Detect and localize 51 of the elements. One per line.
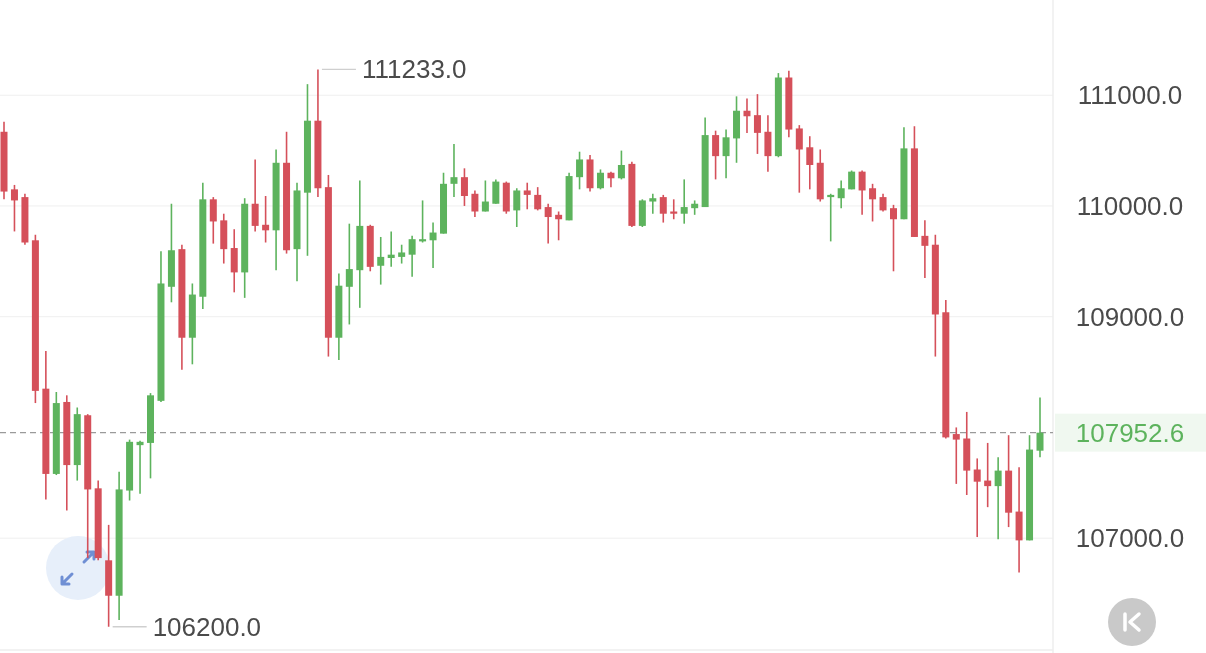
candlestick (596, 168, 604, 191)
candlestick (984, 442, 992, 508)
candlestick (555, 210, 563, 242)
y-tick-label: 110000.0 (1076, 190, 1184, 221)
candlestick (398, 243, 406, 265)
candlestick (481, 179, 489, 213)
ref-line-label: 107952.6 (1075, 417, 1185, 448)
candlestick (952, 426, 960, 485)
candlestick (753, 93, 761, 155)
candlestick (795, 124, 803, 194)
candlestick (576, 150, 584, 191)
y-tick-label: 107000.0 (1075, 523, 1185, 554)
candlestick (680, 178, 688, 225)
candlestick (994, 456, 1002, 541)
candlestick (712, 129, 720, 181)
candlestick (262, 195, 270, 244)
candlestick (670, 198, 678, 221)
candlestick (617, 149, 625, 181)
candlestick (973, 457, 981, 538)
candlestick (460, 167, 468, 207)
candlestick (10, 184, 18, 233)
candlestick (921, 219, 929, 279)
candlestick (649, 192, 657, 215)
candlestick (471, 189, 479, 218)
candlestick (450, 143, 458, 198)
annotation: 106200.0 (152, 611, 262, 642)
candlestick (136, 439, 144, 495)
y-tick-label: 109000.0 (1075, 301, 1185, 332)
candlestick (858, 169, 866, 216)
candlestick (492, 178, 500, 205)
candlestick (722, 128, 730, 180)
candlestick (513, 187, 521, 228)
candlestick (837, 179, 845, 209)
y-tick-label: 111000.0 (1077, 80, 1183, 111)
candlestick (890, 204, 897, 273)
candlestick (523, 181, 531, 211)
candlestick (377, 236, 385, 286)
candlestick (743, 97, 751, 134)
candlestick (251, 158, 259, 233)
candlestick (544, 202, 552, 245)
candlestick (659, 194, 667, 224)
candlestick (1036, 396, 1044, 459)
candlestick (534, 186, 542, 212)
candlestick (408, 235, 416, 278)
candlestick (429, 221, 437, 269)
candlestick (806, 135, 814, 191)
candlestick (345, 222, 353, 326)
candlestick (869, 183, 877, 223)
annotation: 111233.0 (361, 54, 467, 85)
candlestick (387, 230, 395, 268)
candlestick (209, 196, 217, 245)
